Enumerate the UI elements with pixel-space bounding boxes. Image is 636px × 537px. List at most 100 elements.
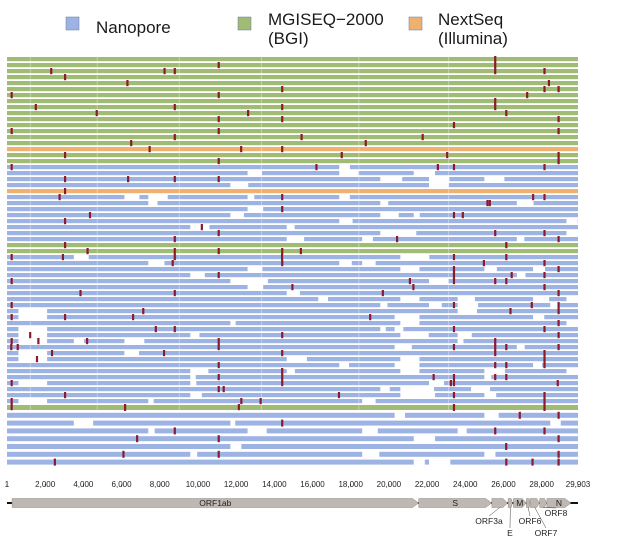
legend-swatch-0	[65, 16, 80, 31]
bottom-track-7-segment-1	[424, 459, 429, 465]
top-track-24	[7, 201, 578, 206]
top-track-31-variant-1	[505, 242, 508, 249]
top-track-51-segment-3	[542, 363, 578, 368]
top-track-46	[7, 333, 578, 338]
x-tick-label-5: 10,000	[186, 480, 211, 489]
top-track-13-variant-0	[173, 134, 176, 141]
top-track-45-variant-0	[173, 326, 176, 333]
bottom-track-0-variant-1	[543, 404, 546, 411]
top-track-9-variant-0	[505, 110, 508, 117]
top-track-52-segment-3	[419, 369, 485, 374]
top-track-38-segment-1	[263, 285, 578, 290]
top-track-46-variant-0	[281, 332, 284, 339]
bottom-track-5-segment-1	[241, 444, 579, 449]
top-track-21	[7, 183, 578, 188]
top-track-20-variant-0	[63, 176, 67, 183]
top-track-35-segment-1	[262, 267, 401, 272]
top-track-46-segment-4	[471, 333, 578, 338]
top-track-53-variant-3	[494, 374, 497, 381]
top-track-48-segment-1	[411, 345, 517, 350]
bottom-track-6-variant-1	[557, 450, 560, 458]
top-track-49-segment-0	[7, 351, 19, 356]
variant-marks	[10, 56, 560, 466]
gene-label-e: E	[507, 528, 513, 537]
top-track-3-bar	[7, 75, 578, 80]
dropout-line-0	[29, 57, 31, 411]
top-track-34	[7, 261, 578, 266]
gene-leader-orf3a	[488, 507, 500, 517]
top-track-35-segment-0	[7, 267, 248, 272]
top-track-56-segment-0	[7, 393, 191, 398]
top-track-10-variant-1	[281, 116, 284, 123]
top-track-46-segment-1	[47, 333, 191, 338]
top-track-11-bar	[7, 123, 578, 128]
x-tick-label-6: 12,000	[224, 480, 249, 489]
bottom-track-2-segment-3	[560, 420, 578, 426]
top-track-55-segment-3	[490, 387, 578, 392]
bottom-track-2-segment-1	[93, 420, 231, 426]
top-track-54-variant-1	[281, 380, 284, 387]
top-track-51-variant-2	[505, 362, 508, 369]
bottom-track-7	[7, 459, 578, 465]
top-track-32-variant-4	[299, 248, 302, 255]
legend-swatch-2	[408, 16, 423, 31]
top-track-6-variant-2	[526, 92, 529, 99]
gene-label-orf1ab: ORF1ab	[199, 498, 231, 508]
top-track-5-variant-2	[557, 86, 560, 93]
bottom-track-1-segment-2	[498, 412, 578, 418]
top-track-57-variant-1	[543, 398, 546, 405]
top-track-43-segment-3	[544, 315, 578, 320]
top-track-2-variant-1	[494, 68, 497, 75]
top-track-46-segment-2	[199, 333, 401, 338]
bottom-track-3-segment-3	[377, 428, 458, 434]
top-track-12-variant-0	[10, 128, 13, 135]
top-track-19-segment-1	[262, 171, 340, 176]
top-track-26-variant-2	[461, 212, 464, 219]
top-track-58-variant-0	[10, 404, 13, 411]
bottom-track-2-segment-0	[7, 420, 74, 426]
top-track-49-segment-1	[47, 351, 125, 356]
bottom-track-7-variant-1	[557, 458, 560, 466]
top-track-1-variant-1	[494, 62, 497, 69]
dropout-line-1	[96, 57, 98, 411]
x-tick-label-8: 16,000	[300, 480, 325, 489]
top-track-1-bar	[7, 63, 578, 68]
x-tick-label-1: 2,000	[35, 480, 56, 489]
gene-orf7	[529, 498, 540, 508]
bottom-track-5-segment-0	[7, 444, 231, 449]
top-track-50-segment-3	[419, 357, 578, 362]
top-track-57-segment-2	[153, 399, 363, 404]
top-track-2-variant-2	[543, 68, 546, 75]
top-track-14-variant-0	[130, 140, 133, 147]
top-track-20	[7, 177, 578, 182]
top-track-5-bar	[7, 87, 578, 92]
top-track-21-segment-1	[248, 183, 429, 188]
top-track-42-segment-0	[7, 309, 19, 314]
top-track-6-variant-0	[10, 92, 13, 99]
top-track-38-variant-2	[412, 284, 415, 291]
bottom-track-1-segment-1	[405, 412, 485, 418]
top-track-56-variant-2	[543, 392, 546, 399]
top-track-41-segment-0	[7, 303, 381, 308]
top-track-38-variant-1	[291, 284, 294, 291]
top-track-42-variant-1	[142, 308, 145, 315]
top-track-4-variant-1	[126, 80, 129, 87]
top-track-33-segment-0	[7, 255, 74, 260]
top-track-43-variant-1	[63, 314, 67, 321]
top-track-22	[7, 189, 578, 194]
top-track-12	[7, 129, 578, 134]
top-track-25-segment-1	[263, 207, 578, 212]
top-track-47-segment-2	[84, 339, 125, 344]
top-track-14-variant-1	[364, 140, 367, 147]
top-track-27-variant-0	[63, 218, 67, 225]
gene-label-orf6: ORF6	[519, 516, 542, 526]
top-track-16-variant-1	[557, 152, 560, 159]
dropout-line-3	[260, 57, 262, 411]
top-track-32	[7, 249, 578, 254]
top-track-52-segment-1	[208, 369, 287, 374]
dropout-line-2	[178, 57, 180, 411]
bottom-track-6-segment-0	[7, 451, 191, 457]
top-track-0	[7, 57, 578, 62]
top-track-20-variant-1	[173, 176, 176, 183]
top-track-43-segment-1	[47, 315, 395, 320]
